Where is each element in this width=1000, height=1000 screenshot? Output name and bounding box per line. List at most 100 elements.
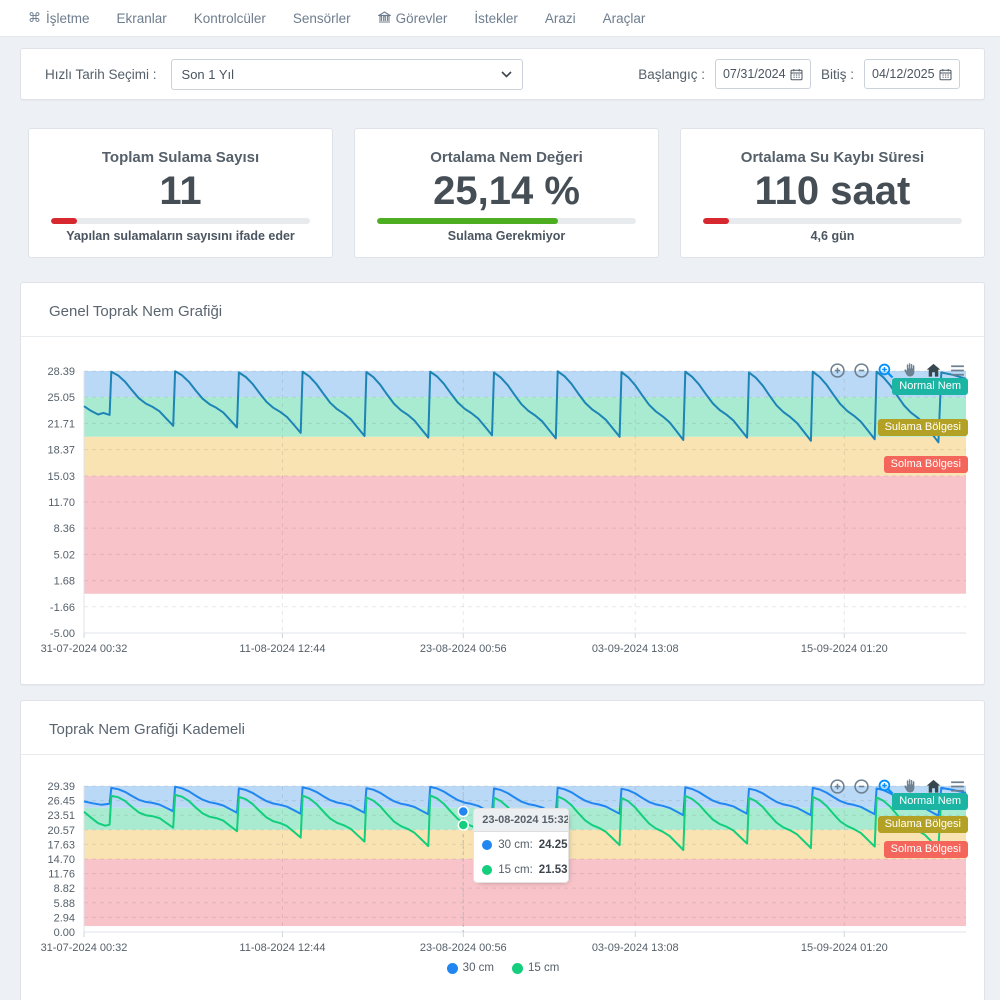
tooltip-series-value: 21.53: [538, 864, 568, 876]
y-axis-label: 1.68: [54, 576, 75, 588]
y-axis-label: 5.02: [54, 549, 75, 561]
building-icon: [376, 10, 392, 26]
menu-icon[interactable]: [949, 362, 966, 379]
series-dot-icon: [512, 962, 523, 974]
y-axis-label: 21.71: [47, 418, 75, 430]
nav-item-label: İşletme: [46, 10, 90, 26]
legend-item-15-cm[interactable]: 15 cm: [512, 962, 559, 974]
tooltip-marker: [457, 819, 470, 831]
x-axis-label: 23-08-2024 00:56: [420, 942, 507, 954]
menu-icon[interactable]: [949, 778, 966, 795]
x-axis-label: 23-08-2024 00:56: [420, 643, 507, 655]
stat-caption: Yapılan sulamaların sayısını ifade eder: [66, 229, 295, 243]
calendar-icon: [790, 68, 803, 80]
nav-item-kontrolculer[interactable]: Kontrolcüler: [194, 11, 266, 26]
zoom-in-icon[interactable]: [829, 362, 846, 379]
pan-icon[interactable]: [901, 778, 918, 795]
tooltip-date: 23-08-2024 15:32: [474, 809, 569, 832]
tooltip-row: 15 cm: 21.53: [474, 857, 568, 882]
nav-item-araclar[interactable]: Araçlar: [603, 11, 646, 26]
start-date-value: 07/31/2024: [722, 67, 786, 81]
chart-title: Toprak Nem Grafiği Kademeli: [49, 721, 245, 738]
y-axis-label: 14.70: [47, 854, 75, 866]
zoom-out-icon[interactable]: [853, 362, 870, 379]
zoom-selection-icon[interactable]: [877, 362, 894, 379]
y-axis-label: 8.82: [54, 883, 75, 895]
tooltip-row: 30 cm: 24.25: [474, 832, 568, 857]
end-date-input[interactable]: 04/12/2025: [864, 59, 960, 89]
end-date-label: Bitiş :: [820, 66, 854, 82]
divider: [21, 336, 984, 337]
zone-badge-solma-bölgesi: Solma Bölgesi: [883, 455, 968, 473]
nav-item-label: Sensörler: [292, 10, 351, 26]
y-axis-label: 8.36: [54, 523, 75, 535]
quick-date-select[interactable]: Son 1 Yıl: [170, 58, 523, 90]
start-date-input[interactable]: 07/31/2024: [714, 59, 811, 89]
chart-toolbar: [829, 362, 966, 379]
tooltip-series-label: 30 cm:: [498, 839, 533, 851]
series-dot-icon: [482, 865, 493, 875]
stat-caption: Sulama Gerekmiyor: [447, 229, 566, 243]
stat-title: Ortalama Su Kaybı Süresi: [740, 149, 925, 166]
filter-bar: Hızlı Tarih Seçimi : Son 1 Yıl Başlangıç…: [20, 48, 985, 100]
y-axis-label: 18.37: [47, 445, 75, 457]
stepped-soil-moisture-chart[interactable]: 31-07-2024 00:32 11-08-2024 12:44 23-08-20…: [22, 775, 984, 974]
y-axis-label: 15.03: [47, 471, 75, 483]
nav-item-isletme[interactable]: ⌘ İşletme: [28, 10, 90, 26]
command-icon: ⌘: [28, 10, 41, 25]
y-axis-label: 2.94: [54, 912, 75, 924]
calendar-icon: [939, 68, 952, 80]
x-axis-label: 31-07-2024 00:32: [41, 643, 128, 655]
end-date-value: 04/12/2025: [872, 67, 935, 81]
x-axis-label: 31-07-2024 00:32: [41, 942, 128, 954]
pan-icon[interactable]: [901, 362, 918, 379]
nav-item-arazi[interactable]: Arazi: [545, 11, 576, 26]
nav-item-ekranlar[interactable]: Ekranlar: [117, 11, 167, 26]
general-soil-moisture-chart[interactable]: 31-07-2024 00:32 11-08-2024 12:44 23-08-20…: [22, 359, 984, 661]
nav-item-label: İstekler: [474, 10, 518, 26]
stat-value: 11: [159, 169, 202, 213]
y-axis-label: 20.57: [47, 825, 75, 837]
stat-value: 110 saat: [754, 169, 911, 213]
zone-badge-normal-nem: Normal Nem: [892, 378, 968, 396]
zoom-in-icon[interactable]: [829, 778, 846, 795]
band-normal-nem-alt: [84, 397, 966, 437]
zoom-out-icon[interactable]: [853, 778, 870, 795]
y-axis-label: 5.88: [54, 898, 75, 910]
legend-item-30-cm[interactable]: 30 cm: [446, 962, 494, 974]
nav-item-sensorler[interactable]: Sensörler: [293, 11, 351, 26]
home-icon[interactable]: [925, 362, 942, 379]
top-navbar: ⌘ İşletme Ekranlar Kontrolcüler Sensörle…: [0, 0, 1000, 37]
nav-item-label: Ekranlar: [116, 10, 167, 26]
nav-item-label: Görevler: [395, 10, 448, 26]
chevron-down-icon: [500, 70, 512, 78]
stat-title: Toplam Sulama Sayısı: [101, 149, 260, 166]
series-dot-icon: [482, 840, 493, 850]
x-axis-label: 15-09-2024 01:20: [801, 643, 888, 655]
stat-card-water-loss: Ortalama Su Kaybı Süresi 110 saat 4,6 gü…: [680, 128, 985, 258]
series-dot-icon: [446, 962, 458, 974]
start-date-label: Başlangıç :: [638, 66, 705, 82]
zone-badge-solma-bölgesi: Solma Bölgesi: [883, 840, 968, 858]
home-icon[interactable]: [925, 778, 942, 795]
quick-date-label: Hızlı Tarih Seçimi :: [45, 66, 157, 82]
stat-title: Ortalama Nem Değeri: [430, 149, 583, 166]
chart-title: Genel Toprak Nem Grafiği: [49, 303, 223, 320]
stepped-soil-moisture-card: Toprak Nem Grafiği Kademeli 31-07-2024 0…: [20, 700, 985, 1000]
divider: [21, 754, 984, 755]
x-axis-label: 03-09-2024 13:08: [592, 643, 679, 655]
legend-label: 15 cm: [528, 962, 560, 974]
x-axis-label: 11-08-2024 12:44: [239, 643, 325, 655]
nav-item-gorevler[interactable]: Görevler: [376, 10, 448, 26]
zoom-selection-icon[interactable]: [877, 778, 894, 795]
stat-caption: 4,6 gün: [810, 229, 855, 243]
x-axis-label: 15-09-2024 01:20: [801, 942, 888, 954]
y-axis-label: 29.39: [47, 781, 75, 793]
x-axis-label: 03-09-2024 13:08: [592, 942, 679, 954]
zone-badge-sulama-bölgesi: Sulama Bölgesi: [877, 418, 968, 436]
nav-item-label: Araçlar: [602, 10, 646, 26]
chart-toolbar: [829, 778, 966, 795]
zone-badge-normal-nem: Normal Nem: [892, 793, 968, 811]
nav-item-label: Kontrolcüler: [193, 10, 266, 26]
nav-item-istekler[interactable]: İstekler: [474, 11, 518, 26]
